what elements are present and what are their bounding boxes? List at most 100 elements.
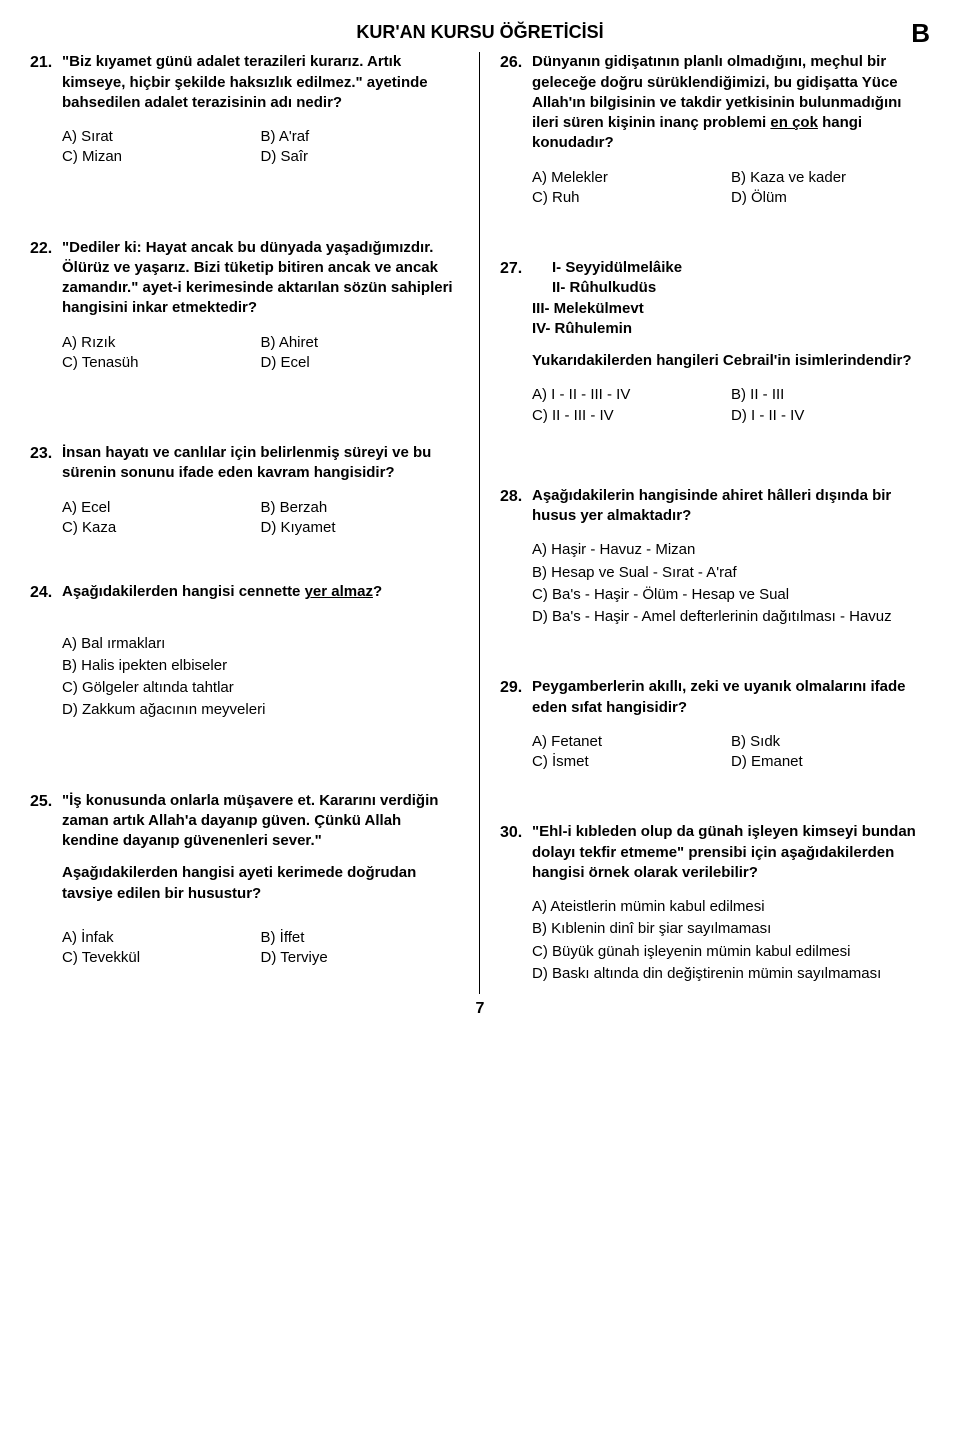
q22-opt-b: B) Ahiret — [261, 333, 460, 353]
q27-sub: Yukarıdakilerden hangileri Cebrail'in is… — [532, 351, 930, 371]
q27-number: 27. — [500, 258, 532, 371]
q27-options: A) I - II - III - IV C) II - III - IV B)… — [500, 385, 930, 426]
q24-opt-a: A) Bal ırmakları — [62, 634, 459, 654]
q26-number: 26. — [500, 52, 532, 153]
q28-opt-c: C) Ba's - Haşir - Ölüm - Hesap ve Sual — [532, 585, 930, 605]
q23-options: A) Ecel C) Kaza B) Berzah D) Kıyamet — [30, 498, 459, 539]
question-26: 26. Dünyanın gidişatının planlı olmadığı… — [500, 52, 930, 208]
q26-opt-b: B) Kaza ve kader — [731, 168, 930, 188]
q27-item-2: II- Rûhulkudüs — [552, 278, 930, 298]
q24-opt-b: B) Halis ipekten elbiseler — [62, 656, 459, 676]
q29-number: 29. — [500, 677, 532, 718]
q28-number: 28. — [500, 486, 532, 527]
q25-options: A) İnfak C) Tevekkül B) İffet D) Terviye — [30, 928, 459, 969]
q28-opt-a: A) Haşir - Havuz - Mizan — [532, 540, 930, 560]
booklet-letter: B — [911, 16, 930, 51]
q22-opt-c: C) Tenasüh — [62, 353, 261, 373]
q22-opt-d: D) Ecel — [261, 353, 460, 373]
q25-opt-c: C) Tevekkül — [62, 948, 261, 968]
q26-text: Dünyanın gidişatının planlı olmadığını, … — [532, 52, 930, 153]
question-22: 22. "Dediler ki: Hayat ancak bu dünyada … — [30, 238, 459, 374]
question-27: 27. I- Seyyidülmelâike II- Rûhulkudüs II… — [500, 258, 930, 426]
q23-opt-d: D) Kıyamet — [261, 518, 460, 538]
q21-opt-a: A) Sırat — [62, 127, 261, 147]
q23-opt-a: A) Ecel — [62, 498, 261, 518]
q27-opt-d: D) I - II - IV — [731, 406, 930, 426]
q29-text: Peygamberlerin akıllı, zeki ve uyanık ol… — [532, 677, 930, 718]
q22-text: "Dediler ki: Hayat ancak bu dünyada yaşa… — [62, 238, 459, 319]
question-29: 29. Peygamberlerin akıllı, zeki ve uyanı… — [500, 677, 930, 772]
q24-number: 24. — [30, 582, 62, 604]
q30-opt-d-text: D) Baskı altında din değiştirenin mümin … — [532, 964, 930, 984]
question-28: 28. Aşağıdakilerin hangisinde ahiret hâl… — [500, 486, 930, 628]
q29-opt-b: B) Sıdk — [731, 732, 930, 752]
q21-text: "Biz kıyamet günü adalet terazileri kura… — [62, 52, 459, 113]
q25-quote: "İş konusunda onlarla müşavere et. Karar… — [62, 792, 438, 850]
q25-text: "İş konusunda onlarla müşavere et. Karar… — [62, 791, 459, 904]
q27-opt-c: C) II - III - IV — [532, 406, 731, 426]
page-number: 7 — [30, 998, 930, 1020]
q26-opt-d: D) Ölüm — [731, 188, 930, 208]
q23-number: 23. — [30, 443, 62, 484]
question-21: 21. "Biz kıyamet günü adalet terazileri … — [30, 52, 459, 167]
q22-opt-a: A) Rızık — [62, 333, 261, 353]
q29-opt-d: D) Emanet — [731, 752, 930, 772]
q30-opt-a: A) Ateistlerin mümin kabul edilmesi — [532, 897, 930, 917]
q23-opt-c: C) Kaza — [62, 518, 261, 538]
q21-number: 21. — [30, 52, 62, 113]
q26-underline: en çok — [770, 114, 818, 131]
q25-opt-b: B) İffet — [261, 928, 460, 948]
q29-opt-c: C) İsmet — [532, 752, 731, 772]
q28-text: Aşağıdakilerin hangisinde ahiret hâlleri… — [532, 486, 930, 527]
question-24: 24. Aşağıdakilerden hangisi cennette yer… — [30, 582, 459, 721]
q22-options: A) Rızık C) Tenasüh B) Ahiret D) Ecel — [30, 333, 459, 374]
q22-number: 22. — [30, 238, 62, 319]
question-23: 23. İnsan hayatı ve canlılar için belirl… — [30, 443, 459, 538]
header-title: KUR'AN KURSU ÖĞRETİCİSİ — [356, 22, 603, 42]
q27-list: I- Seyyidülmelâike II- Rûhulkudüs III- M… — [532, 258, 930, 339]
q21-opt-d: D) Saîr — [261, 147, 460, 167]
left-column: 21. "Biz kıyamet günü adalet terazileri … — [30, 52, 480, 994]
q24-pre: Aşağıdakilerden hangisi cennette — [62, 583, 305, 600]
q30-opt-c: C) Büyük günah işleyenin mümin kabul edi… — [532, 942, 930, 962]
q24-options: A) Bal ırmakları B) Halis ipekten elbise… — [30, 634, 459, 721]
q25-opt-d: D) Terviye — [261, 948, 460, 968]
q21-opt-b: B) A'raf — [261, 127, 460, 147]
q30-options: A) Ateistlerin mümin kabul edilmesi B) K… — [500, 897, 930, 984]
q21-opt-c: C) Mizan — [62, 147, 261, 167]
q24-underline: yer almaz — [305, 583, 373, 600]
q24-opt-c: C) Gölgeler altında tahtlar — [62, 678, 459, 698]
q23-opt-b: B) Berzah — [261, 498, 460, 518]
q25-sub: Aşağıdakilerden hangisi ayeti kerimede d… — [62, 863, 459, 904]
q26-opt-c: C) Ruh — [532, 188, 731, 208]
q30-opt-b: B) Kıblenin dinî bir şiar sayılmaması — [532, 919, 930, 939]
q24-opt-d: D) Zakkum ağacının meyveleri — [62, 700, 459, 720]
q24-post: ? — [373, 583, 382, 600]
q29-options: A) Fetanet C) İsmet B) Sıdk D) Emanet — [500, 732, 930, 773]
q27-opt-b: B) II - III — [731, 385, 930, 405]
q26-options: A) Melekler C) Ruh B) Kaza ve kader D) Ö… — [500, 168, 930, 209]
q30-text: "Ehl-i kıbleden olup da günah işleyen ki… — [532, 822, 930, 883]
q28-opt-d: D) Ba's - Haşir - Amel defterlerinin dağ… — [532, 607, 930, 627]
right-column: 26. Dünyanın gidişatının planlı olmadığı… — [480, 52, 930, 994]
q25-number: 25. — [30, 791, 62, 904]
q26-opt-a: A) Melekler — [532, 168, 731, 188]
page-header: KUR'AN KURSU ÖĞRETİCİSİ B — [30, 20, 930, 44]
q28-opt-d-text: D) Ba's - Haşir - Amel defterlerinin dağ… — [532, 607, 930, 627]
question-30: 30. "Ehl-i kıbleden olup da günah işleye… — [500, 822, 930, 984]
q27-item-1: I- Seyyidülmelâike — [552, 258, 930, 278]
q30-opt-d: D) Baskı altında din değiştirenin mümin … — [532, 964, 930, 984]
q24-text: Aşağıdakilerden hangisi cennette yer alm… — [62, 582, 459, 604]
q25-opt-a: A) İnfak — [62, 928, 261, 948]
q28-options: A) Haşir - Havuz - Mizan B) Hesap ve Sua… — [500, 540, 930, 627]
content-columns: 21. "Biz kıyamet günü adalet terazileri … — [30, 52, 930, 994]
q27-text: I- Seyyidülmelâike II- Rûhulkudüs III- M… — [532, 258, 930, 371]
q23-text: İnsan hayatı ve canlılar için belirlenmi… — [62, 443, 459, 484]
q27-item-3: III- Melekülmevt — [532, 299, 930, 319]
question-25: 25. "İş konusunda onlarla müşavere et. K… — [30, 791, 459, 969]
q29-opt-a: A) Fetanet — [532, 732, 731, 752]
q21-options: A) Sırat C) Mizan B) A'raf D) Saîr — [30, 127, 459, 168]
q30-number: 30. — [500, 822, 532, 883]
q27-item-4: IV- Rûhulemin — [532, 319, 930, 339]
q27-opt-a: A) I - II - III - IV — [532, 385, 731, 405]
